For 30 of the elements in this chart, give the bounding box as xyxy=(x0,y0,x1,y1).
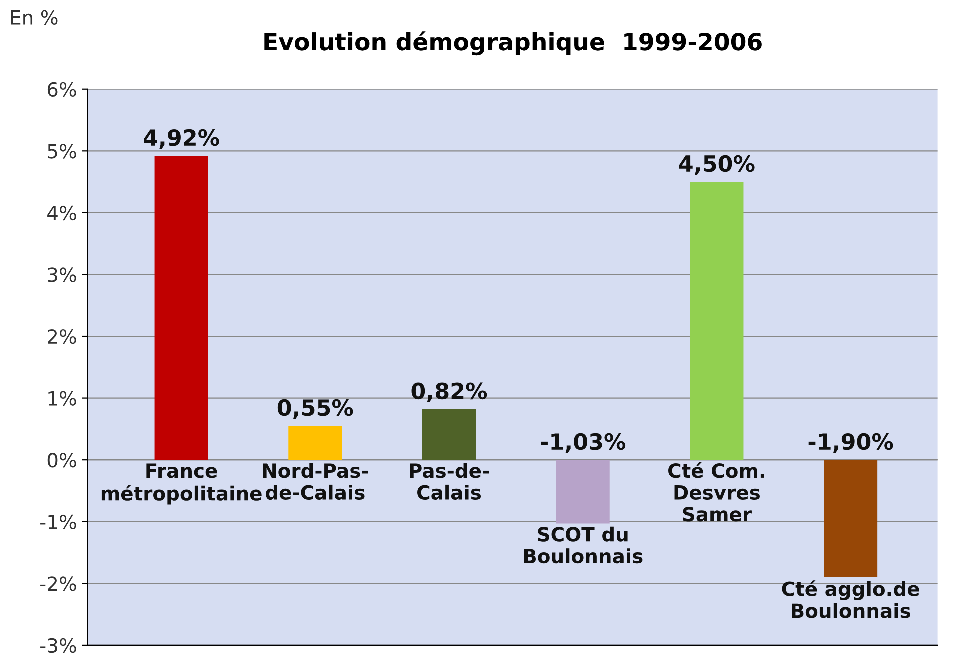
y-tick-label: -3% xyxy=(40,638,76,654)
y-tick-label: -1% xyxy=(40,514,76,530)
bar xyxy=(154,156,208,460)
bar xyxy=(690,182,744,460)
bar xyxy=(422,409,476,460)
data-label: 0,55% xyxy=(278,399,354,420)
y-tick-label: 5% xyxy=(48,144,76,159)
x-tick-label: Pas-de- Calais xyxy=(410,463,490,500)
y-tick-label: 2% xyxy=(48,329,76,344)
x-tick-label: France métropolitaine xyxy=(102,464,262,505)
y-tick-label: -2% xyxy=(40,576,76,592)
data-label: 0,82% xyxy=(412,382,488,402)
y-tick-label: 1% xyxy=(48,391,76,406)
y-tick-label: 0% xyxy=(48,453,76,468)
y-axis-title: En % xyxy=(11,10,58,25)
x-tick-label: SCOT du Boulonnais xyxy=(524,526,643,564)
bar xyxy=(556,460,610,524)
bar xyxy=(824,460,878,578)
data-label: -1,90% xyxy=(808,433,894,454)
data-label: 4,50% xyxy=(679,155,755,176)
bar xyxy=(288,426,342,460)
data-label: -1,03% xyxy=(541,433,626,454)
x-tick-label: Nord-Pas- de-Calais xyxy=(263,463,368,500)
y-tick-label: 6% xyxy=(48,82,76,98)
x-tick-label: Cté agglo.de Boulonnais xyxy=(782,580,920,618)
y-tick-label: 4% xyxy=(48,206,76,221)
chart-title: Evolution démographique 1999-2006 xyxy=(264,32,762,56)
y-tick-label: 3% xyxy=(48,268,76,282)
data-label: 4,92% xyxy=(144,129,220,150)
x-tick-label: Cté Com. Desvres Samer xyxy=(668,462,764,522)
